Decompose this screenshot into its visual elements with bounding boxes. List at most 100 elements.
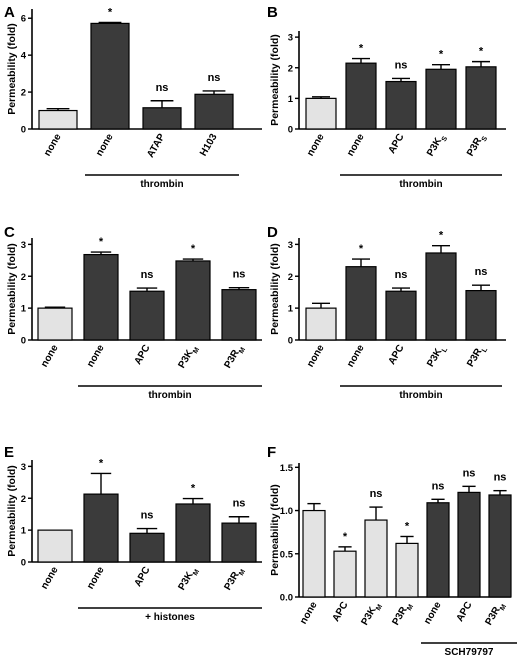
y-tick-label: 2	[288, 63, 293, 74]
significance-star: *	[343, 531, 348, 543]
y-tick-label: 4	[21, 51, 27, 62]
significance-ns: ns	[463, 467, 476, 479]
bar	[457, 491, 481, 598]
category-label: none	[42, 132, 64, 159]
category-label: P3RM	[390, 600, 414, 629]
significance-ns: ns	[370, 488, 383, 500]
bar	[129, 290, 165, 341]
significance-star: *	[359, 43, 364, 55]
bar	[221, 289, 257, 341]
significance-star: *	[405, 520, 410, 532]
category-label: none	[94, 132, 116, 159]
category-label: P3KL	[425, 342, 449, 370]
category-label: APC	[331, 600, 351, 624]
group-label: thrombin	[140, 179, 183, 190]
group-label: SCH79797	[445, 647, 494, 657]
y-tick-label: 0	[288, 336, 293, 347]
category-label: P3RS	[465, 132, 489, 160]
category-label: H103	[198, 132, 220, 159]
y-tick-label: 2	[288, 272, 293, 283]
bar	[333, 550, 357, 598]
y-tick-label: 3	[21, 240, 26, 251]
bar	[305, 307, 337, 341]
significance-ns: ns	[432, 480, 445, 492]
significance-ns: ns	[395, 269, 408, 281]
category-label: P3KM	[176, 343, 200, 372]
y-tick-label: 1	[21, 526, 27, 537]
category-label: APC	[133, 343, 153, 367]
y-tick-label: 1.0	[280, 506, 293, 517]
y-axis-label: Permeability (fold)	[6, 243, 18, 335]
category-label: none	[422, 600, 444, 627]
bar	[37, 529, 73, 563]
category-label: none	[85, 565, 107, 592]
y-axis-label: Permeability (fold)	[6, 465, 18, 557]
panel-e: E Permeability (fold)0 1 2 3 none * none ns APC * P…	[4, 444, 262, 623]
category-label: APC	[133, 565, 153, 589]
significance-ns: ns	[494, 472, 507, 484]
y-axis-label: Permeability (fold)	[6, 23, 18, 115]
y-tick-label: 1	[288, 304, 294, 315]
category-label: P3RL	[465, 342, 489, 370]
y-tick-label: 0	[21, 336, 26, 347]
significance-star: *	[191, 483, 196, 495]
panel-label: F	[267, 444, 276, 461]
significance-star: *	[359, 243, 364, 255]
bar	[175, 503, 211, 563]
significance-ns: ns	[141, 269, 154, 281]
y-tick-label: 3	[288, 33, 293, 44]
category-label: P3RM	[483, 600, 507, 629]
significance-star: *	[479, 46, 484, 58]
y-tick-label: 2	[21, 88, 26, 99]
y-tick-label: 1.5	[280, 463, 294, 474]
bar	[221, 522, 257, 563]
category-label: APC	[455, 600, 475, 624]
category-label: APC	[387, 132, 407, 156]
significance-ns: ns	[233, 498, 246, 510]
panel-label: B	[267, 4, 278, 21]
y-axis-label: Permeability (fold)	[269, 243, 281, 335]
category-label: none	[85, 343, 107, 370]
significance-ns: ns	[208, 72, 221, 84]
panel-d: D Permeability (fold) 0 1 2 3 none * none ns APC * P…	[267, 224, 506, 401]
y-tick-label: 1	[21, 304, 27, 315]
y-tick-label: 0	[21, 558, 26, 569]
bar	[38, 109, 78, 130]
y-tick-label: 0	[21, 125, 26, 136]
significance-ns: ns	[141, 510, 154, 522]
significance-star: *	[191, 243, 196, 255]
bar	[175, 260, 211, 341]
significance-ns: ns	[475, 266, 488, 278]
category-label: P3RM	[222, 343, 246, 372]
bar	[425, 252, 457, 341]
bar	[142, 107, 182, 130]
category-label: none	[345, 132, 367, 159]
category-label: P3KM	[359, 600, 383, 629]
y-tick-label: 0.0	[280, 593, 293, 604]
bar	[364, 519, 388, 598]
bar	[194, 93, 234, 130]
significance-ns: ns	[233, 269, 246, 281]
group-label: thrombin	[399, 390, 442, 401]
bar	[129, 532, 165, 563]
bar	[385, 80, 417, 130]
y-axis-label: Permeability (fold)	[269, 484, 281, 576]
significance-star: *	[439, 49, 444, 61]
bar	[385, 290, 417, 341]
category-label: P3KS	[425, 132, 449, 160]
bar	[83, 493, 119, 563]
panel-label: D	[267, 224, 278, 241]
bar	[83, 253, 119, 341]
group-label: thrombin	[399, 179, 442, 190]
bar	[488, 494, 512, 598]
bar	[465, 289, 497, 341]
category-label: none	[39, 565, 61, 592]
category-label: none	[305, 343, 327, 370]
bar	[395, 542, 419, 598]
panel-label: A	[4, 4, 15, 21]
panel-f: F Permeability (fold) 0.0 0.5 1.0 1.5 none * APC…	[267, 444, 517, 657]
group-label: + histones	[145, 612, 195, 623]
significance-star: *	[99, 236, 104, 248]
significance-star: *	[99, 457, 104, 469]
